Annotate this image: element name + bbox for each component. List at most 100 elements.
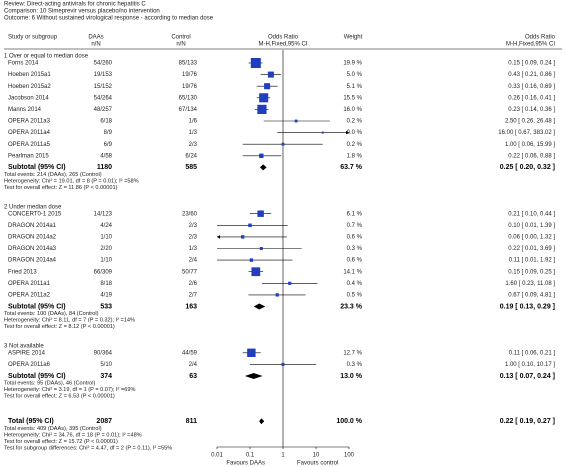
study-label: OPERA 2011a1 <box>8 281 51 287</box>
study-square <box>247 348 256 358</box>
column-header: Weight <box>344 35 363 41</box>
note: Total events: 214 (DAAs), 265 (Control) <box>4 172 102 178</box>
odds-ratio-value: 0.22 [ 0.06, 0.88 ] <box>508 153 555 159</box>
pooled-diamond <box>244 373 263 379</box>
daas-value: 4/24 <box>100 223 112 229</box>
note: Heterogeneity: Chi² = 19.01, df = 8 (P =… <box>4 178 139 184</box>
study-label: ASPIRE 2014 <box>8 350 46 356</box>
daas-value: 6/18 <box>100 119 112 125</box>
x-tick-label: 0.1 <box>246 453 255 459</box>
odds-ratio-value: 1.00 [ 0.10, 10.17 ] <box>505 362 555 368</box>
ci-arrow <box>217 235 220 239</box>
study-square <box>251 267 261 277</box>
odds-ratio-value: 0.22 [ 0.19, 0.27 ] <box>500 418 555 425</box>
weight-value: 5.0 % <box>347 72 363 78</box>
daas-value: 8/18 <box>100 281 112 287</box>
daas-value: 4/19 <box>100 292 112 298</box>
study-square <box>294 119 298 123</box>
odds-ratio-value: 0.15 [ 0.09, 0.24 ] <box>508 61 555 67</box>
odds-ratio-value: 0.06 [ 0.00, 1.32 ] <box>508 234 555 240</box>
column-header: Control <box>171 35 190 41</box>
control-value: 67/134 <box>179 107 198 113</box>
study-label: Subtotal (95% CI) <box>8 303 66 310</box>
x-tick-label: 0.01 <box>211 453 223 459</box>
weight-value: 0.2 % <box>347 142 363 148</box>
odds-ratio-value: 0.22 [ 0.01, 3.69 ] <box>508 246 555 252</box>
study-label: OPERA 2011a5 <box>8 142 51 148</box>
favours-left: Favours DAAs <box>226 461 265 467</box>
odds-ratio-value: 16.00 [ 0.67, 383.02 ] <box>498 130 555 136</box>
odds-ratio-value: 0.11 [ 0.06, 0.21 ] <box>509 350 556 356</box>
weight-value: 0.3 % <box>347 362 363 368</box>
odds-ratio-value: 0.11 [ 0.01, 1.92 ] <box>509 258 556 264</box>
x-tick-label: 10 <box>313 453 320 459</box>
daas-value: 14/123 <box>94 211 113 217</box>
daas-value: 48/257 <box>94 107 113 113</box>
study-square <box>321 131 324 134</box>
weight-value: 0.2 % <box>347 119 363 125</box>
favours-right: Favours control <box>297 461 338 467</box>
note: Total events: 409 (DAAs), 395 (Control) <box>4 426 102 432</box>
study-label: Subtotal (95% CI) <box>8 164 66 171</box>
study-label: Jacobson 2014 <box>8 95 49 101</box>
study-label: DRAGON 2014a4 <box>8 258 57 264</box>
control-value: 19/76 <box>182 84 198 90</box>
weight-value: 12.7 % <box>343 350 362 356</box>
study-square <box>264 83 271 90</box>
study-label: Subtotal (95% CI) <box>8 373 66 380</box>
odds-ratio-value: 1.00 [ 0.06, 15.99 ] <box>505 142 555 148</box>
study-square <box>275 293 279 297</box>
control-value: 163 <box>185 303 197 310</box>
study-square <box>249 258 254 262</box>
weight-value: 0.7 % <box>347 223 363 229</box>
weight-value: 0.6 % <box>347 258 363 264</box>
note: Test for overall effect: Z = 8.12 (P < 0… <box>4 324 115 330</box>
weight-value: 23.3 % <box>340 303 363 310</box>
study-square <box>259 247 263 250</box>
weight-value: 0.6 % <box>347 234 363 240</box>
odds-ratio-value: 0.13 [ 0.07, 0.24 ] <box>500 373 555 380</box>
study-square <box>240 235 245 239</box>
study-square <box>248 223 252 228</box>
odds-ratio-value: 0.43 [ 0.21, 0.86 ] <box>508 72 555 78</box>
column-header: Study or subgroup <box>8 35 58 41</box>
column-subheader: M-H,Fixed,95% CI <box>506 42 555 48</box>
study-label: DRAGON 2014a2 <box>8 234 57 240</box>
pooled-diamond <box>253 303 266 310</box>
control-value: 1/3 <box>189 246 198 252</box>
weight-value: 5.1 % <box>347 84 363 90</box>
study-label: Total (95% CI) <box>8 418 54 425</box>
study-square <box>257 210 264 217</box>
study-label: Forns 2014 <box>8 61 39 67</box>
weight-value: 0.3 % <box>347 246 363 252</box>
daas-value: 15/152 <box>94 84 113 90</box>
odds-ratio-value: 0.21 [ 0.10, 0.44 ] <box>508 211 555 217</box>
control-value: 811 <box>186 418 197 425</box>
weight-value: 19.9 % <box>343 61 362 67</box>
control-value: 1/3 <box>189 130 198 136</box>
study-label: Hoeben 2015a1 <box>8 72 51 78</box>
control-value: 2/3 <box>189 223 198 229</box>
weight-value: 0.5 % <box>347 292 363 298</box>
weight-value: 16.0 % <box>343 107 362 113</box>
study-square <box>259 153 264 159</box>
control-value: 2/4 <box>189 258 198 264</box>
subgroup-title: 1 Over or equal to median dose <box>4 54 89 60</box>
column-header: DAAs <box>88 35 103 41</box>
weight-value: 0.0 % <box>347 130 363 136</box>
study-label: OPERA 2011a2 <box>8 292 51 298</box>
note: Test for overall effect: Z = 11.86 (P < … <box>4 185 118 191</box>
study-label: OPERA 2011a4 <box>8 130 51 136</box>
study-square <box>288 281 292 285</box>
study-square <box>259 93 269 103</box>
study-square <box>281 362 285 366</box>
daas-value: 2/20 <box>100 246 112 252</box>
study-label: OPERA 2011a6 <box>8 362 51 368</box>
daas-value: 1/10 <box>100 258 112 264</box>
study-label: Hoeben 2015a2 <box>8 84 51 90</box>
study-label: DRAGON 2014a3 <box>8 246 57 252</box>
daas-value: 533 <box>100 303 112 310</box>
study-square <box>250 57 261 69</box>
study-label: OPERA 2011a3 <box>8 119 51 125</box>
control-value: 44/59 <box>182 350 198 356</box>
